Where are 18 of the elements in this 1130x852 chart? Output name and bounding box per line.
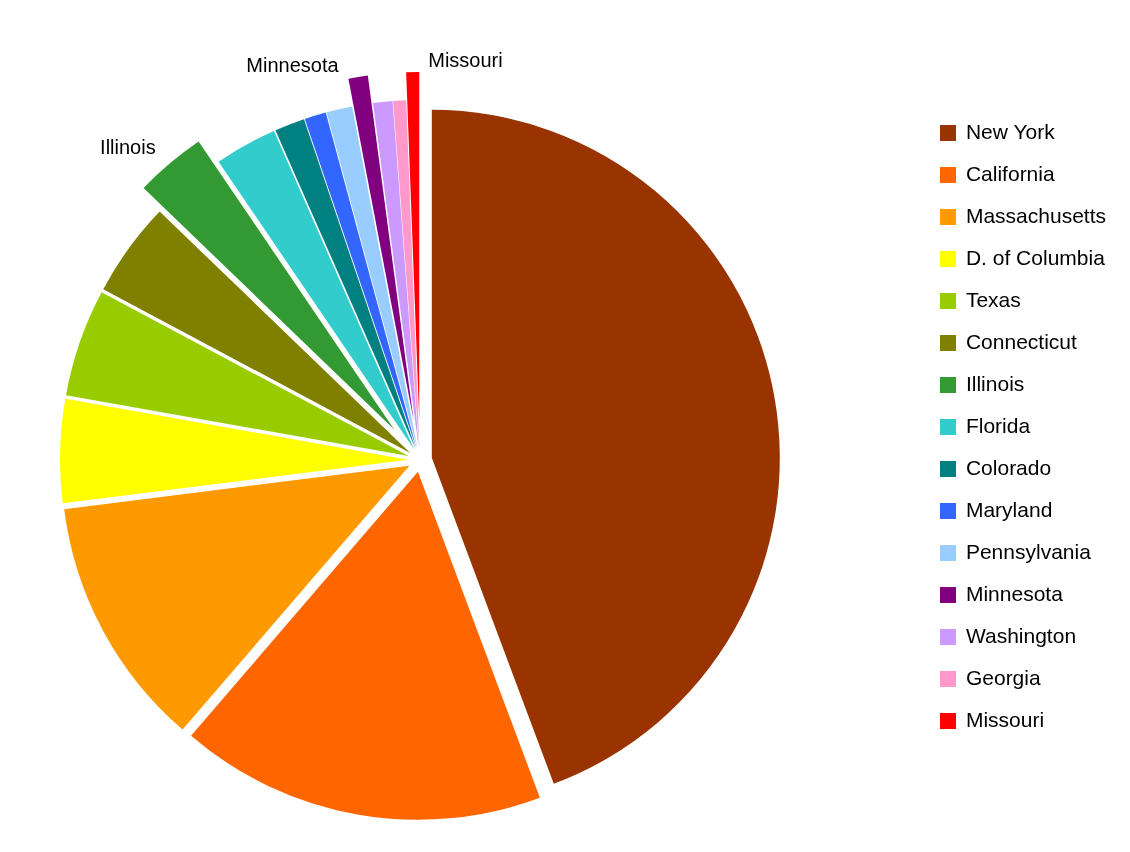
legend-label: Washington <box>965 624 1077 647</box>
legend-label: D. of Columbia <box>965 246 1105 269</box>
legend-label: Pennsylvania <box>965 540 1091 563</box>
legend-label: New York <box>965 120 1055 143</box>
legend-label: Missouri <box>965 708 1045 731</box>
legend-label: Texas <box>965 288 1021 311</box>
legend-label: Illinois <box>965 372 1025 395</box>
legend-label: Massachusetts <box>965 204 1106 227</box>
legend-label: Georgia <box>965 666 1041 689</box>
legend-label: Maryland <box>965 498 1053 521</box>
legend-label: California <box>965 162 1055 185</box>
legend-label: Minnesota <box>965 582 1063 605</box>
data-label: Minnesota <box>246 54 340 77</box>
legend-label: Florida <box>965 414 1031 437</box>
legend-label: Connecticut <box>965 330 1077 353</box>
data-label: Illinois <box>100 135 156 158</box>
data-label: Missouri <box>428 49 503 72</box>
legend-label: Colorado <box>965 456 1052 479</box>
